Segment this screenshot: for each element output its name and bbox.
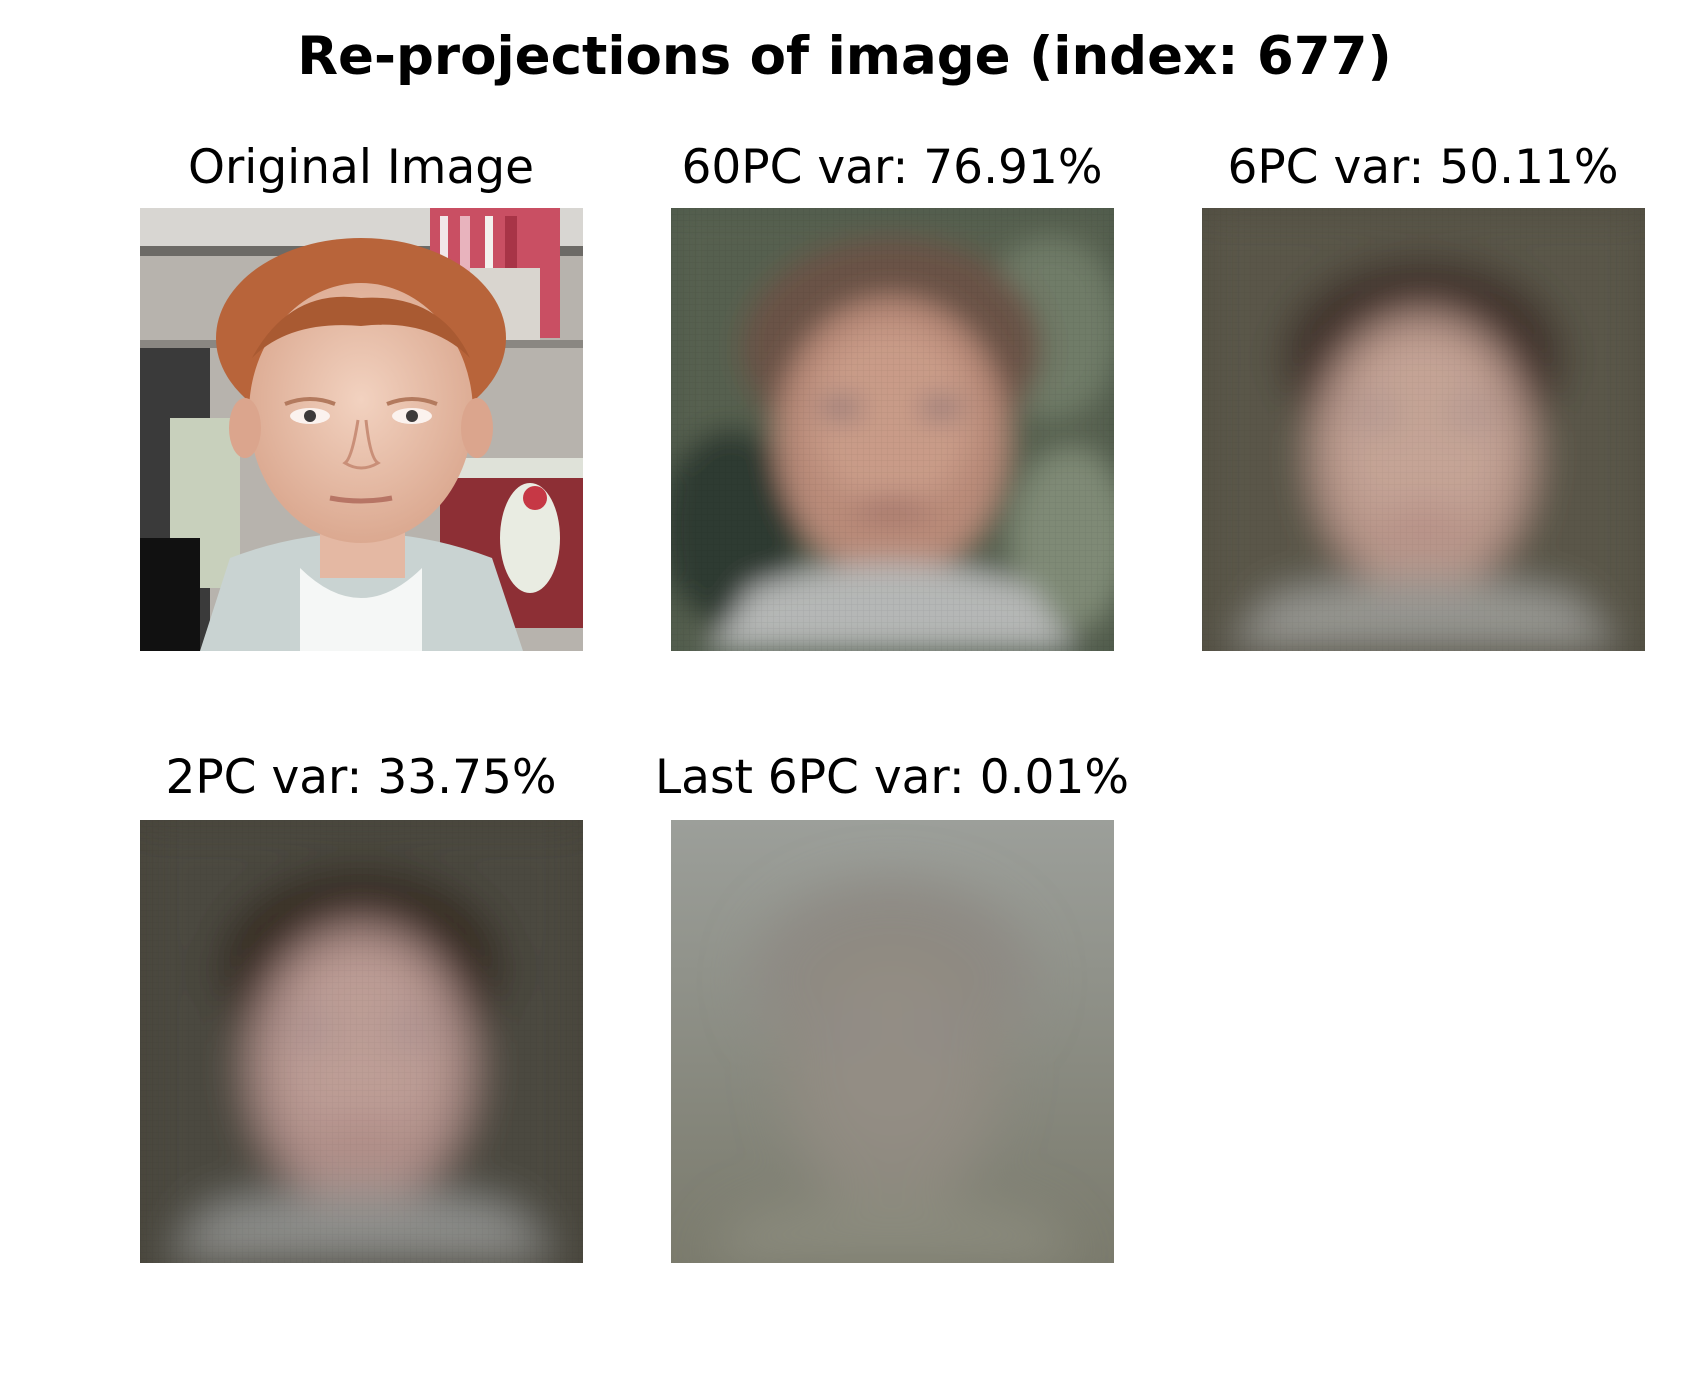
panel-caption-2pc: 2PC var: 33.75% [165,750,557,805]
figure-title: Re-projections of image (index: 677) [297,26,1392,87]
panel-caption-60pc: 60PC var: 76.91% [681,140,1103,195]
reprojection-last-6pc-image [671,820,1114,1263]
reprojection-60pc-image [671,208,1114,651]
panel-caption-original: Original Image [187,140,535,195]
reprojection-2pc-image [140,820,583,1263]
original-face-image [140,208,583,651]
panel-caption-6pc: 6PC var: 50.11% [1227,140,1619,195]
panel-caption-last-6pc: Last 6PC var: 0.01% [654,750,1130,805]
reprojection-6pc-image [1202,208,1645,651]
